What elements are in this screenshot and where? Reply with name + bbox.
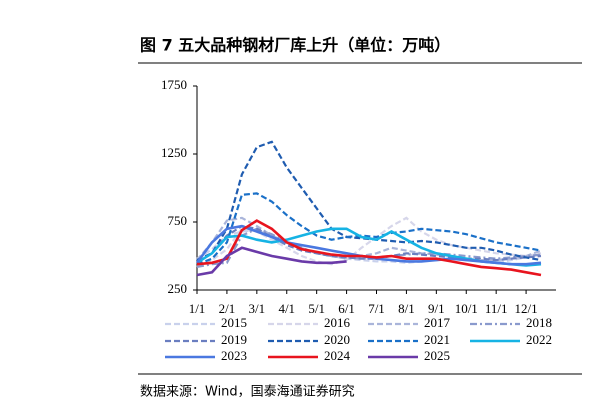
- y-tick-label: 1750: [161, 77, 187, 92]
- legend-label: 2019: [221, 332, 247, 347]
- y-tick-label: 750: [168, 213, 188, 228]
- series-line: [196, 224, 542, 262]
- x-tick-label: 8/1: [398, 301, 415, 316]
- y-tick-label: 250: [168, 281, 188, 296]
- x-tick-label: 7/1: [368, 301, 385, 316]
- x-tick-label: 10/1: [455, 301, 478, 316]
- series-line: [196, 216, 542, 262]
- x-tick-label: 2/1: [219, 301, 236, 316]
- x-tick-label: 6/1: [338, 301, 355, 316]
- legend-label: 2021: [424, 332, 450, 347]
- x-tick-label: 12/1: [515, 301, 538, 316]
- legend-label: 2018: [526, 315, 552, 330]
- x-tick-label: 9/1: [428, 301, 445, 316]
- series-line: [196, 219, 542, 277]
- x-tick-label: 11/1: [485, 301, 508, 316]
- x-tick-label: 5/1: [308, 301, 325, 316]
- legend-label: 2016: [324, 315, 351, 330]
- x-tick-label: 3/1: [249, 301, 266, 316]
- source-note: 数据来源：Wind，国泰海通证券研究: [140, 384, 355, 400]
- legend-label: 2017: [424, 315, 451, 330]
- legend-label: 2015: [221, 315, 247, 330]
- x-tick-label: 1/1: [189, 301, 206, 316]
- chart-title: 图 7 五大品种钢材厂库上升（单位：万吨）: [140, 36, 450, 55]
- legend-label: 2024: [324, 348, 351, 363]
- legend-label: 2023: [221, 348, 247, 363]
- x-tick-label: 4/1: [278, 301, 295, 316]
- series-line: [196, 192, 542, 266]
- series-line: [196, 246, 347, 277]
- y-tick-label: 1250: [161, 145, 187, 160]
- legend-label: 2022: [526, 332, 552, 347]
- legend-label: 2020: [324, 332, 350, 347]
- legend-label: 2025: [424, 348, 450, 363]
